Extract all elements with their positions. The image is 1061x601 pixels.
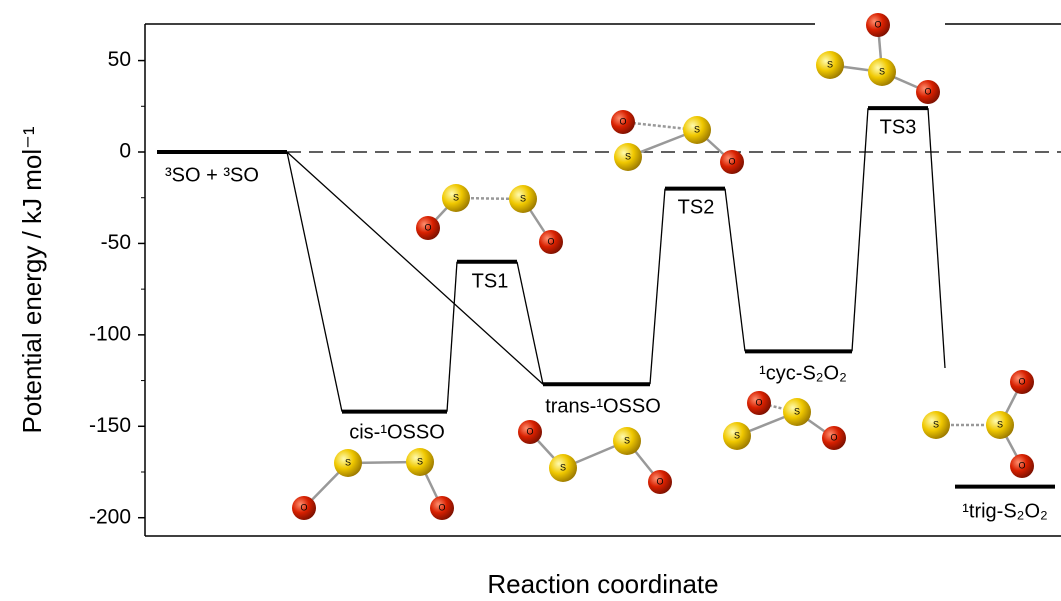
y-tick-label: 0 [119, 140, 131, 163]
level-label: ³SO + ³SO [165, 164, 259, 186]
connector [852, 108, 868, 351]
connector [287, 152, 543, 384]
atom-label: O [755, 397, 762, 407]
level-label: TS3 [880, 116, 917, 138]
atom-label: O [438, 502, 445, 512]
connector [928, 108, 945, 368]
atom-label: S [997, 419, 1003, 429]
level-label: trans-¹OSSO [545, 395, 661, 417]
atom-label: O [1018, 376, 1025, 386]
connector [447, 262, 457, 412]
atom-label: O [874, 19, 881, 29]
atom-label: S [933, 419, 939, 429]
atom-label: S [794, 406, 800, 416]
level-label: ¹cyc-S₂O₂ [759, 362, 847, 384]
atom-label: S [417, 456, 423, 466]
atom-label: O [300, 502, 307, 512]
connector [650, 189, 665, 385]
atom-label: S [694, 124, 700, 134]
atom-label: S [625, 151, 631, 161]
y-tick-label: -150 [89, 414, 131, 437]
atom-label: O [728, 156, 735, 166]
atom-label: O [1018, 460, 1025, 470]
atom-label: O [924, 86, 931, 96]
atom-label: S [734, 430, 740, 440]
atom-label: O [619, 116, 626, 126]
atom-label: S [453, 192, 459, 202]
atom-label: S [560, 462, 566, 472]
y-tick-label: 50 [108, 48, 131, 71]
connector [287, 152, 342, 412]
chart: Potential energy / kJ mol⁻¹ Reaction coo… [0, 0, 1061, 601]
atom-label: S [624, 435, 630, 445]
connector [725, 189, 745, 352]
atom-label: O [526, 426, 533, 436]
atom-label: O [547, 236, 554, 246]
y-axis-label: Potential energy / kJ mol⁻¹ [17, 126, 47, 433]
y-tick-label: -50 [101, 231, 131, 254]
atom-label: S [345, 457, 351, 467]
level-label: ¹trig-S₂O₂ [962, 500, 1048, 522]
atom-label: S [827, 59, 833, 69]
y-tick-label: -100 [89, 322, 131, 345]
level-label: TS1 [472, 270, 509, 292]
x-axis-label: Reaction coordinate [487, 569, 718, 599]
level-label: TS2 [678, 196, 715, 218]
atom-label: O [656, 476, 663, 486]
level-label: cis-¹OSSO [349, 421, 445, 443]
atom-label: S [520, 193, 526, 203]
y-tick-label: -200 [89, 505, 131, 528]
connector [517, 262, 543, 385]
atom-label: S [879, 66, 885, 76]
atom-label: O [424, 222, 431, 232]
atom-label: O [830, 432, 837, 442]
